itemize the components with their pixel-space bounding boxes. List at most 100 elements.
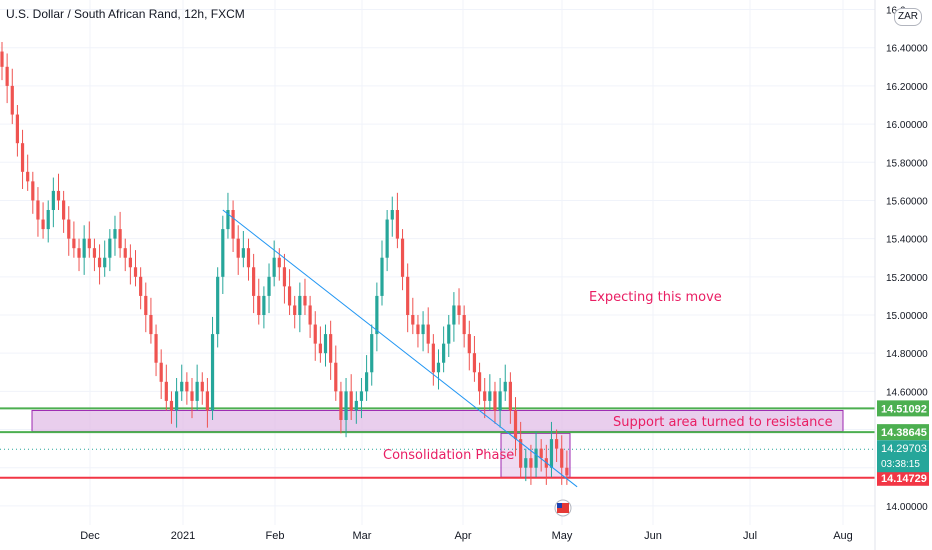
x-tick-label: 2021 xyxy=(171,530,195,542)
candle-body xyxy=(329,334,333,363)
candle-body xyxy=(15,114,20,144)
candle-body xyxy=(149,315,153,335)
x-tick-label: Mar xyxy=(353,530,372,542)
y-tick-label: 15.20000 xyxy=(886,273,928,284)
candle-body xyxy=(62,200,66,220)
candle-body xyxy=(87,238,91,249)
x-tick-label: Aug xyxy=(833,530,853,542)
candle-body xyxy=(31,181,35,201)
candle-body xyxy=(354,400,358,411)
candle-body xyxy=(519,439,523,468)
candle-body xyxy=(313,324,317,344)
level-label-1: 14.38645 xyxy=(881,427,927,439)
candle-body xyxy=(344,391,348,420)
candle-body xyxy=(359,391,364,401)
candle-body xyxy=(252,267,256,296)
candle-body xyxy=(277,257,281,268)
x-tick-label: Apr xyxy=(454,530,471,542)
candle-body xyxy=(20,143,25,172)
level-label-2: 14.14729 xyxy=(881,473,927,485)
candle-body xyxy=(210,334,215,411)
countdown-label: 03:38:15 xyxy=(881,459,920,470)
candle-body xyxy=(467,334,471,354)
candle-body xyxy=(123,248,127,258)
candle-body xyxy=(128,257,132,268)
candle-body xyxy=(272,257,276,277)
flag-stripes xyxy=(557,503,569,513)
candle-body xyxy=(185,381,189,392)
current-price-label: 14.29703 xyxy=(881,443,927,455)
candle-body xyxy=(221,229,225,277)
candle-body xyxy=(262,295,266,315)
candle-body xyxy=(287,286,292,306)
candle-body xyxy=(113,229,117,239)
annotation-expecting: Expecting this move xyxy=(589,290,722,305)
candle-body xyxy=(10,85,14,115)
candle-body xyxy=(139,276,143,296)
candle-body xyxy=(133,267,138,277)
candle-body xyxy=(349,391,353,411)
candle-body xyxy=(97,257,102,268)
candle-body xyxy=(411,315,415,325)
time-axis: Dec 2021 Feb Mar Apr May Jun Jul Aug xyxy=(80,530,853,542)
candle-body xyxy=(108,238,112,258)
candle-body xyxy=(46,210,50,230)
candle-body xyxy=(447,324,451,344)
candle-body xyxy=(513,410,518,440)
candle-body xyxy=(529,458,533,468)
candle-body xyxy=(282,267,287,287)
candle-body xyxy=(534,448,538,468)
candle-body xyxy=(293,305,297,315)
price-axis: 14.0000014.2000014.4000014.6000014.80000… xyxy=(874,0,929,550)
candle-body xyxy=(56,190,61,201)
candle-body xyxy=(154,334,158,363)
candle-body xyxy=(488,391,492,401)
candle-body xyxy=(118,229,122,249)
level-label-bg-0 xyxy=(877,400,929,417)
candle-body xyxy=(298,295,302,315)
candle-body xyxy=(144,295,148,315)
candle-body xyxy=(26,171,30,182)
current-price-label-bg xyxy=(877,440,929,473)
candle-body xyxy=(51,190,55,210)
x-tick-label: Feb xyxy=(266,530,285,542)
candle-body xyxy=(169,400,174,411)
candle-body xyxy=(205,391,210,411)
y-tick-label: 15.60000 xyxy=(886,196,928,207)
candle-body xyxy=(560,448,564,468)
y-tick-label: 15.00000 xyxy=(886,311,928,322)
candle-body xyxy=(226,210,230,230)
candle-body xyxy=(77,248,81,258)
candle-body xyxy=(103,257,107,268)
candle-body xyxy=(339,391,343,420)
level-label-bg-2 xyxy=(877,469,929,486)
y-tick-label: 14.60000 xyxy=(886,387,928,398)
candle-body xyxy=(190,391,194,401)
candle-body xyxy=(364,372,369,392)
candle-body xyxy=(195,381,199,401)
currency-badge[interactable]: ZAR xyxy=(894,8,922,26)
candle-body xyxy=(82,238,86,258)
y-tick-label: 16.20000 xyxy=(886,82,928,93)
candle-body xyxy=(318,343,322,354)
candle-body xyxy=(334,362,338,392)
level-label-bg-1 xyxy=(877,424,929,441)
y-tick-label: 15.80000 xyxy=(886,158,928,169)
candle-body xyxy=(503,381,507,392)
candle-body xyxy=(421,324,425,335)
candle-body xyxy=(67,219,71,239)
candles xyxy=(0,42,569,485)
annotation-support-resistance: Support area turned to resistance xyxy=(613,415,833,430)
event-flag-icon xyxy=(554,499,572,517)
candle-body xyxy=(483,391,487,401)
candle-body xyxy=(267,276,271,296)
candle-body xyxy=(159,362,163,382)
candle-body xyxy=(236,238,240,258)
candle-body xyxy=(457,305,461,315)
candle-body xyxy=(200,381,204,392)
candle-body xyxy=(257,295,261,315)
candle-body xyxy=(554,439,559,449)
candle-body xyxy=(565,467,569,476)
candle-body xyxy=(72,238,76,249)
